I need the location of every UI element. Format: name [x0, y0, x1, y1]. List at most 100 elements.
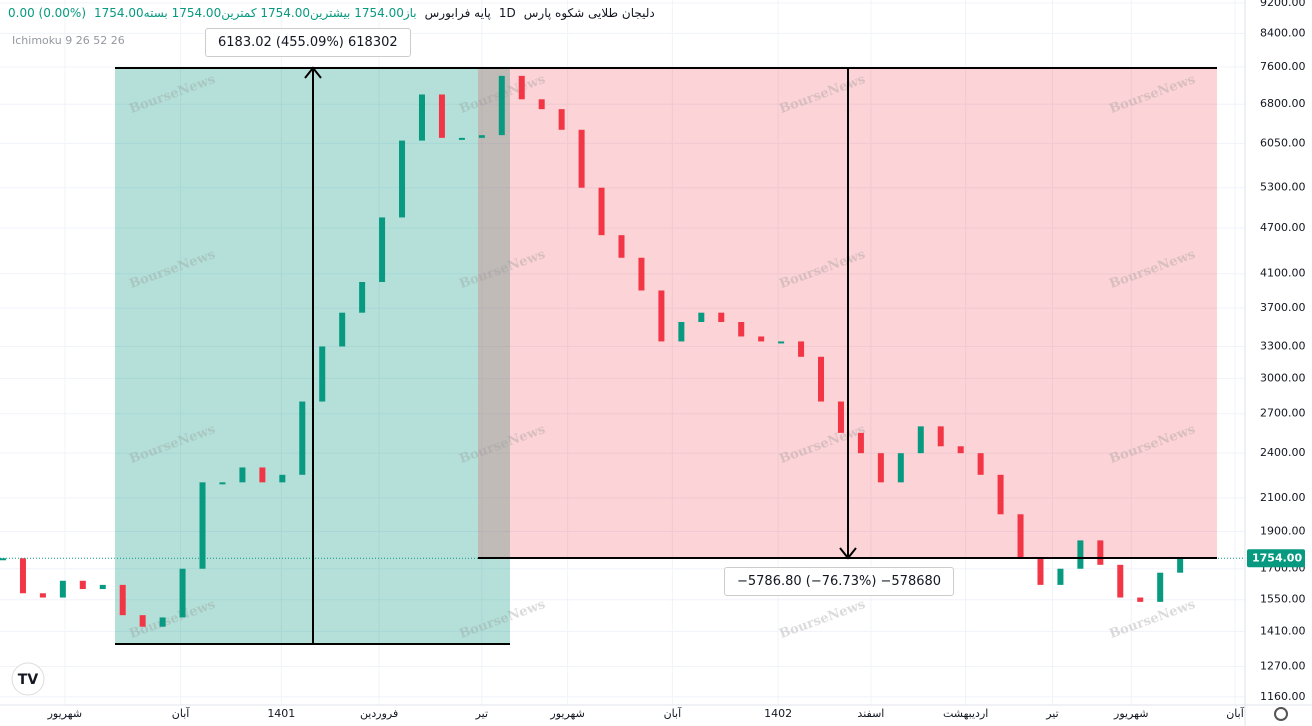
candle [239, 467, 246, 483]
measure-label: −5786.80 (−76.73%) −578680 [724, 567, 955, 596]
candle [877, 453, 884, 483]
x-tick-label: آبان [172, 706, 190, 720]
candle [39, 593, 46, 598]
candle [79, 580, 86, 590]
candle [857, 432, 864, 454]
candle [1117, 564, 1124, 598]
x-tick-label: 1402 [764, 707, 792, 720]
candle [997, 474, 1004, 515]
candle [578, 129, 585, 188]
y-tick-label: 4100.00 [1260, 267, 1306, 280]
candle [758, 336, 765, 342]
indicator: Ichimoku 9 26 52 26 [12, 34, 125, 47]
y-tick-label: 6050.00 [1260, 136, 1306, 149]
watermark: BourseNews [1107, 597, 1197, 642]
candle [59, 580, 66, 598]
candle [1177, 558, 1184, 573]
candle [19, 558, 26, 594]
candle [818, 356, 825, 402]
candle [678, 321, 685, 342]
candle [478, 135, 485, 138]
candle [259, 467, 266, 483]
candle [139, 615, 146, 627]
candle [698, 312, 705, 322]
y-tick-label: 4700.00 [1260, 221, 1306, 234]
candle [558, 109, 565, 130]
candle [1077, 540, 1084, 569]
x-tick-label: اردیبهشت [943, 707, 988, 720]
candle [379, 217, 386, 283]
logo[interactable] [11, 662, 45, 696]
candle [977, 453, 984, 475]
candle [1017, 514, 1024, 560]
exchange: پایه فرابورس [424, 6, 491, 20]
y-tick-label: 8400.00 [1260, 26, 1306, 39]
candle [438, 94, 445, 138]
candle [359, 282, 366, 313]
candle [1137, 597, 1144, 602]
candle [738, 321, 745, 337]
candle [638, 257, 645, 291]
candle [319, 346, 326, 402]
candle [299, 401, 306, 475]
candle [119, 584, 126, 616]
candle [339, 312, 346, 347]
x-tick-label: آبان [664, 706, 682, 720]
y-tick-label: 1270.00 [1260, 659, 1306, 672]
settings-icon[interactable] [1274, 707, 1288, 721]
x-tick-label: آبان [1226, 706, 1244, 720]
x-tick-label: فروردین [360, 707, 398, 720]
x-tick-label: شهریور [1113, 707, 1148, 720]
ohlc: باز1754.00 بیشترین1754.00 کمترین1754.00 … [94, 6, 417, 20]
interval: 1D [498, 6, 516, 20]
arrow-head [304, 66, 322, 79]
measure-label: 6183.02 (455.09%) 618302 [205, 28, 411, 57]
y-tick-label: 3000.00 [1260, 371, 1306, 384]
y-tick-label: 3300.00 [1260, 339, 1306, 352]
y-tick-label: 3700.00 [1260, 301, 1306, 314]
x-tick-label: تیر [475, 707, 488, 720]
candle [837, 401, 844, 433]
price-tag [1247, 549, 1305, 568]
candle [897, 453, 904, 483]
candle [778, 341, 785, 344]
y-tick-label: 1410.00 [1260, 624, 1306, 637]
y-tick-label: 7600.00 [1260, 60, 1306, 73]
candle [99, 584, 106, 590]
candle [199, 482, 206, 569]
candle [0, 558, 6, 561]
y-tick-label: 2700.00 [1260, 407, 1306, 420]
candle [399, 140, 406, 218]
candle [598, 187, 605, 236]
logo-text: TV [18, 672, 39, 688]
candle [159, 617, 166, 627]
candle [618, 235, 625, 258]
y-tick-label: 1160.00 [1260, 690, 1306, 703]
watermark: BourseNews [777, 597, 867, 642]
candle [498, 75, 505, 136]
candle [1057, 568, 1064, 585]
y-tick-label: 1900.00 [1260, 524, 1306, 537]
price-tag-label: 1754.00 [1252, 551, 1302, 564]
x-tick-label: شهریور [47, 707, 82, 720]
x-tick-label: 1401 [267, 707, 295, 720]
candle [937, 426, 944, 447]
arrow-head [839, 547, 857, 560]
candle [1037, 559, 1044, 585]
y-tick-label: 2100.00 [1260, 491, 1306, 504]
symbol-title: دلیجان طلایی شکوه پارس [523, 6, 655, 20]
candle [538, 99, 545, 110]
candle [458, 137, 465, 140]
candle [279, 474, 286, 483]
candle [798, 341, 805, 357]
candle [418, 94, 425, 141]
x-tick-label: اسفند [857, 707, 884, 720]
candle [518, 75, 525, 100]
candle [1097, 540, 1104, 565]
x-tick-label: تیر [1045, 707, 1058, 720]
header: دلیجان طلایی شکوه پارس 1D پایه فرابورس ب… [8, 6, 655, 20]
x-tick-label: شهریور [549, 707, 584, 720]
candle [718, 312, 725, 322]
